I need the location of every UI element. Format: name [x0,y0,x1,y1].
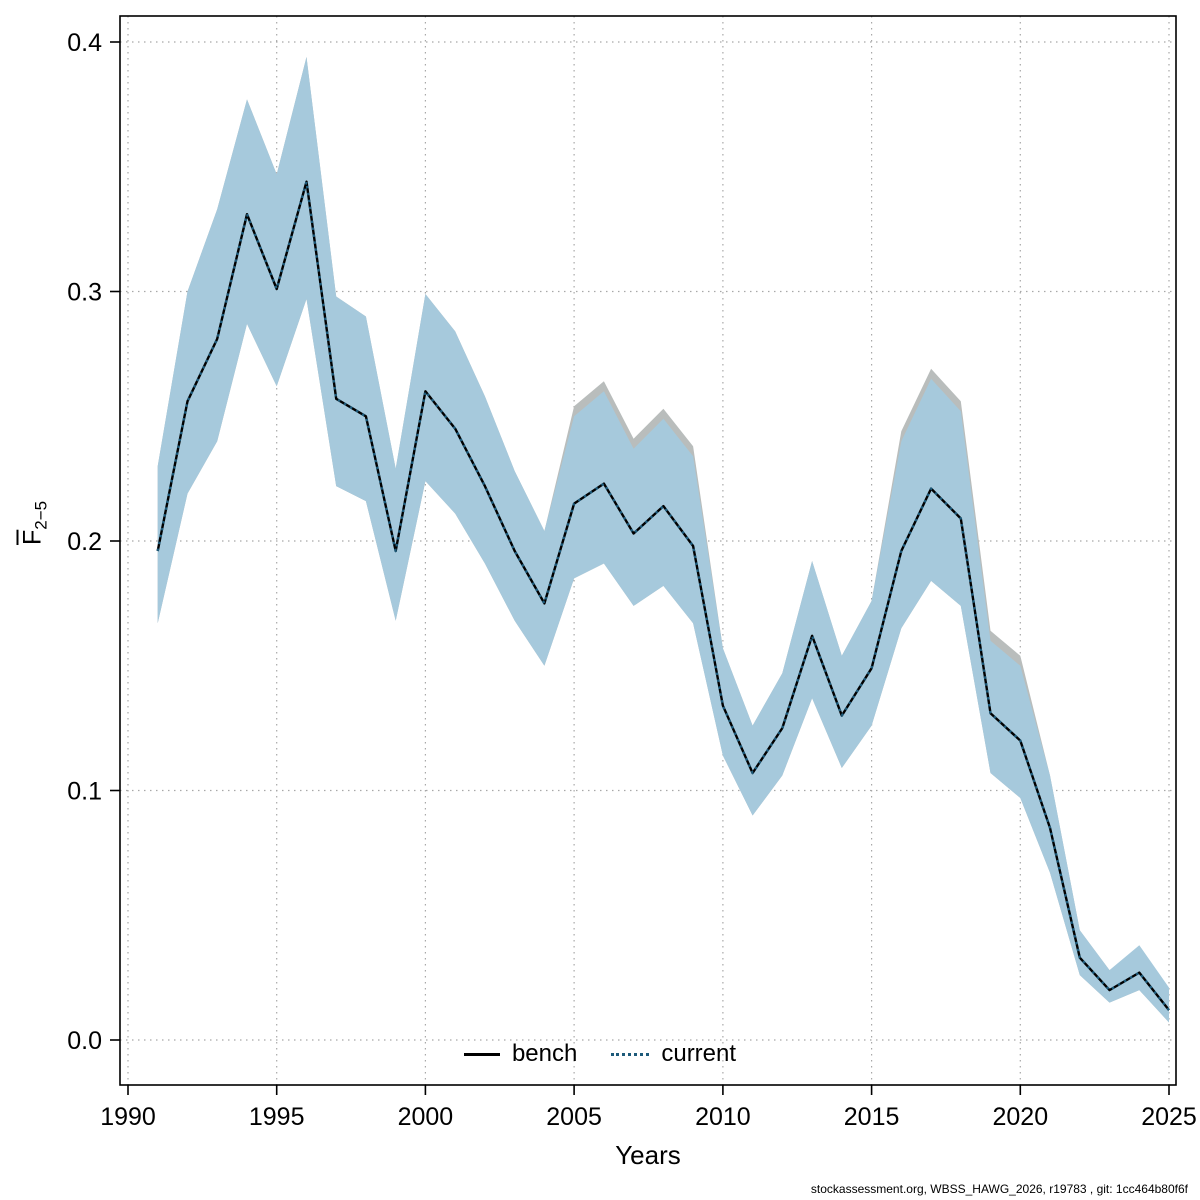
y-axis-label-main: F [18,529,47,545]
legend-item-current: current [611,1040,736,1068]
svg-text:2015: 2015 [844,1103,900,1131]
footnote: stockassessment.org, WBSS_HAWG_2026, r19… [810,1182,1188,1196]
svg-text:0.4: 0.4 [67,29,102,57]
current-line-sample [611,1052,650,1056]
svg-text:1995: 1995 [249,1103,305,1131]
svg-text:0.2: 0.2 [67,528,102,556]
bench-line-sample [463,1052,500,1056]
svg-text:1990: 1990 [100,1103,156,1131]
svg-text:0.0: 0.0 [67,1027,102,1055]
x-axis-label: Years [615,1140,681,1170]
legend-item-bench: bench [463,1040,578,1068]
y-axis-label-sub: 2−5 [31,500,51,530]
svg-text:0.1: 0.1 [67,778,102,806]
svg-text:2000: 2000 [398,1103,454,1131]
legend-label-current: current [661,1040,737,1067]
svg-text:0.3: 0.3 [67,279,102,307]
svg-text:2005: 2005 [546,1103,602,1131]
svg-text:2010: 2010 [695,1103,751,1131]
svg-text:2025: 2025 [1141,1103,1197,1131]
legend-label-bench: bench [511,1040,578,1067]
legend: bench current [0,1040,1200,1068]
svg-text:2020: 2020 [992,1103,1048,1131]
